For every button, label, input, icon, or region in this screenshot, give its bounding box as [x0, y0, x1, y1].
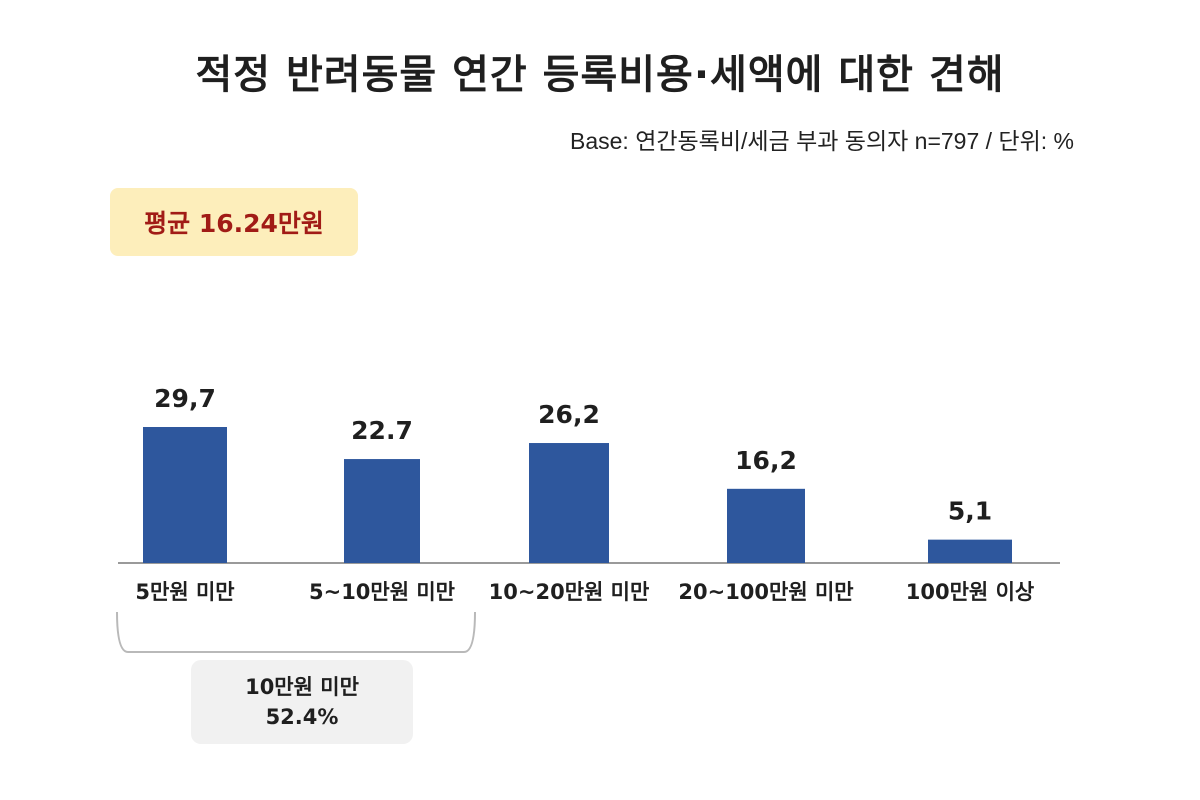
- bar-5: [928, 539, 1012, 563]
- category-label-2: 5~10만원 미만: [309, 580, 455, 604]
- bar-2: [344, 459, 420, 563]
- group-summary-value: 52.4%: [265, 705, 339, 729]
- value-label-2: 22.7: [351, 416, 413, 445]
- average-label: 평균 16.24만원: [144, 209, 324, 238]
- base-note: Base: 연간동록비/세금 부과 동의자 n=797 / 단위: %: [569, 128, 1074, 154]
- group-summary-box: 10만원 미만 52.4%: [191, 660, 413, 744]
- bar-4: [727, 488, 805, 563]
- bar-3: [529, 443, 609, 563]
- value-label-3: 26,2: [538, 400, 600, 429]
- group-bracket: [116, 611, 476, 653]
- value-label-1: 29,7: [154, 384, 216, 413]
- category-label-3: 10~20만원 미만: [489, 580, 650, 604]
- group-summary-label: 10만원 미만: [245, 675, 359, 699]
- value-label-5: 5,1: [948, 497, 992, 526]
- category-label-1: 5만원 미만: [135, 580, 234, 604]
- category-label-4: 20~100만원 미만: [678, 580, 853, 604]
- average-callout: 평균 16.24만원: [110, 188, 358, 256]
- category-label-5: 100만원 이상: [906, 580, 1034, 604]
- chart-title: 적정 반려동물 연간 등록비용·세액에 대한 견해: [195, 52, 1005, 98]
- bar-1: [143, 427, 227, 563]
- value-label-4: 16,2: [735, 446, 797, 475]
